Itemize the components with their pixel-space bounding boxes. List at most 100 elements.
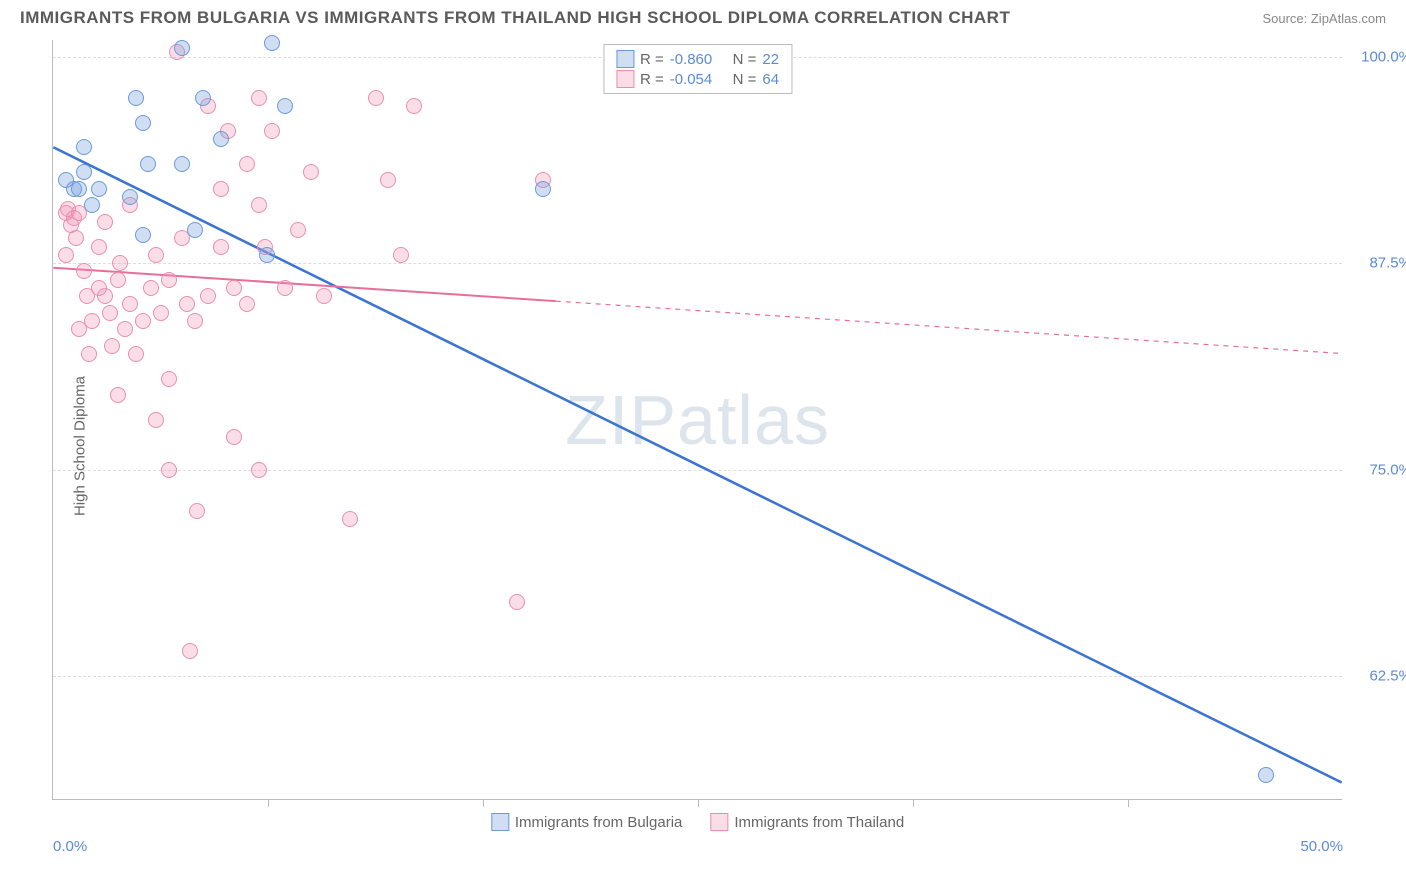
legend-label-bulgaria: Immigrants from Bulgaria: [515, 814, 683, 831]
chart-source: Source: ZipAtlas.com: [1262, 11, 1386, 26]
scatter-point: [174, 40, 190, 56]
scatter-point: [91, 181, 107, 197]
scatter-point: [112, 255, 128, 271]
scatter-point: [380, 172, 396, 188]
scatter-point: [259, 247, 275, 263]
scatter-point: [277, 98, 293, 114]
swatch-bulgaria: [616, 50, 634, 68]
scatter-point: [110, 272, 126, 288]
x-tick: [698, 799, 699, 807]
scatter-point: [174, 156, 190, 172]
scatter-point: [71, 181, 87, 197]
scatter-point: [104, 338, 120, 354]
scatter-point: [251, 90, 267, 106]
scatter-point: [239, 296, 255, 312]
scatter-point: [195, 90, 211, 106]
swatch-thailand: [616, 70, 634, 88]
scatter-point: [200, 288, 216, 304]
legend-series: Immigrants from Bulgaria Immigrants from…: [491, 813, 904, 831]
y-tick-label: 87.5%: [1352, 255, 1406, 272]
r-label: R =: [640, 51, 664, 68]
scatter-point: [303, 164, 319, 180]
chart-header: IMMIGRANTS FROM BULGARIA VS IMMIGRANTS F…: [0, 0, 1406, 32]
scatter-point: [393, 247, 409, 263]
legend-correlation: R = -0.860 N = 22 R = -0.054 N = 64: [603, 44, 792, 94]
y-tick-label: 62.5%: [1352, 668, 1406, 685]
scatter-point: [182, 643, 198, 659]
scatter-point: [76, 263, 92, 279]
x-tick: [913, 799, 914, 807]
scatter-point: [76, 139, 92, 155]
legend-item-thailand: Immigrants from Thailand: [710, 813, 904, 831]
scatter-point: [148, 247, 164, 263]
scatter-point: [226, 429, 242, 445]
scatter-point: [128, 346, 144, 362]
y-tick-label: 100.0%: [1352, 48, 1406, 65]
scatter-point: [213, 239, 229, 255]
scatter-point: [102, 305, 118, 321]
scatter-point: [81, 346, 97, 362]
scatter-point: [509, 594, 525, 610]
swatch-thailand-icon: [710, 813, 728, 831]
scatter-point: [143, 280, 159, 296]
scatter-point: [316, 288, 332, 304]
scatter-point: [135, 115, 151, 131]
scatter-point: [148, 412, 164, 428]
r-value-thailand: -0.054: [670, 71, 713, 88]
scatter-point: [140, 156, 156, 172]
scatter-point: [213, 181, 229, 197]
scatter-point: [84, 313, 100, 329]
scatter-point: [535, 181, 551, 197]
n-label: N =: [733, 71, 757, 88]
scatter-point: [161, 462, 177, 478]
source-prefix: Source:: [1262, 11, 1310, 26]
scatter-point: [1258, 767, 1274, 783]
trend-line-solid: [53, 147, 1341, 782]
scatter-point: [251, 462, 267, 478]
scatter-point: [226, 280, 242, 296]
legend-label-thailand: Immigrants from Thailand: [734, 814, 904, 831]
r-label: R =: [640, 71, 664, 88]
plot-area: ZIPatlas R = -0.860 N = 22 R = -0.054 N …: [52, 40, 1342, 800]
scatter-point: [117, 321, 133, 337]
scatter-point: [110, 387, 126, 403]
scatter-point: [251, 197, 267, 213]
n-value-thailand: 64: [762, 71, 779, 88]
scatter-point: [97, 214, 113, 230]
x-tick: [483, 799, 484, 807]
legend-row-thailand: R = -0.054 N = 64: [616, 69, 779, 89]
scatter-point: [161, 272, 177, 288]
scatter-point: [187, 313, 203, 329]
scatter-point: [187, 222, 203, 238]
scatter-point: [290, 222, 306, 238]
scatter-point: [122, 189, 138, 205]
scatter-point: [179, 296, 195, 312]
scatter-point: [264, 35, 280, 51]
trend-lines-svg: [53, 40, 1342, 799]
scatter-point: [264, 123, 280, 139]
scatter-point: [406, 98, 422, 114]
r-value-bulgaria: -0.860: [670, 51, 713, 68]
scatter-point: [91, 239, 107, 255]
legend-item-bulgaria: Immigrants from Bulgaria: [491, 813, 683, 831]
scatter-point: [135, 313, 151, 329]
scatter-point: [153, 305, 169, 321]
scatter-point: [76, 164, 92, 180]
source-link[interactable]: ZipAtlas.com: [1311, 11, 1386, 26]
x-tick: [1128, 799, 1129, 807]
scatter-point: [213, 131, 229, 147]
chart-title: IMMIGRANTS FROM BULGARIA VS IMMIGRANTS F…: [20, 8, 1010, 28]
scatter-point: [84, 197, 100, 213]
scatter-point: [189, 503, 205, 519]
n-label: N =: [733, 51, 757, 68]
x-tick-label: 50.0%: [1300, 838, 1343, 855]
scatter-point: [135, 227, 151, 243]
scatter-point: [68, 230, 84, 246]
n-value-bulgaria: 22: [762, 51, 779, 68]
chart-wrap: ZIPatlas R = -0.860 N = 22 R = -0.054 N …: [50, 40, 1386, 832]
scatter-point: [277, 280, 293, 296]
scatter-point: [97, 288, 113, 304]
scatter-point: [161, 371, 177, 387]
x-tick-label: 0.0%: [53, 838, 87, 855]
x-tick: [268, 799, 269, 807]
